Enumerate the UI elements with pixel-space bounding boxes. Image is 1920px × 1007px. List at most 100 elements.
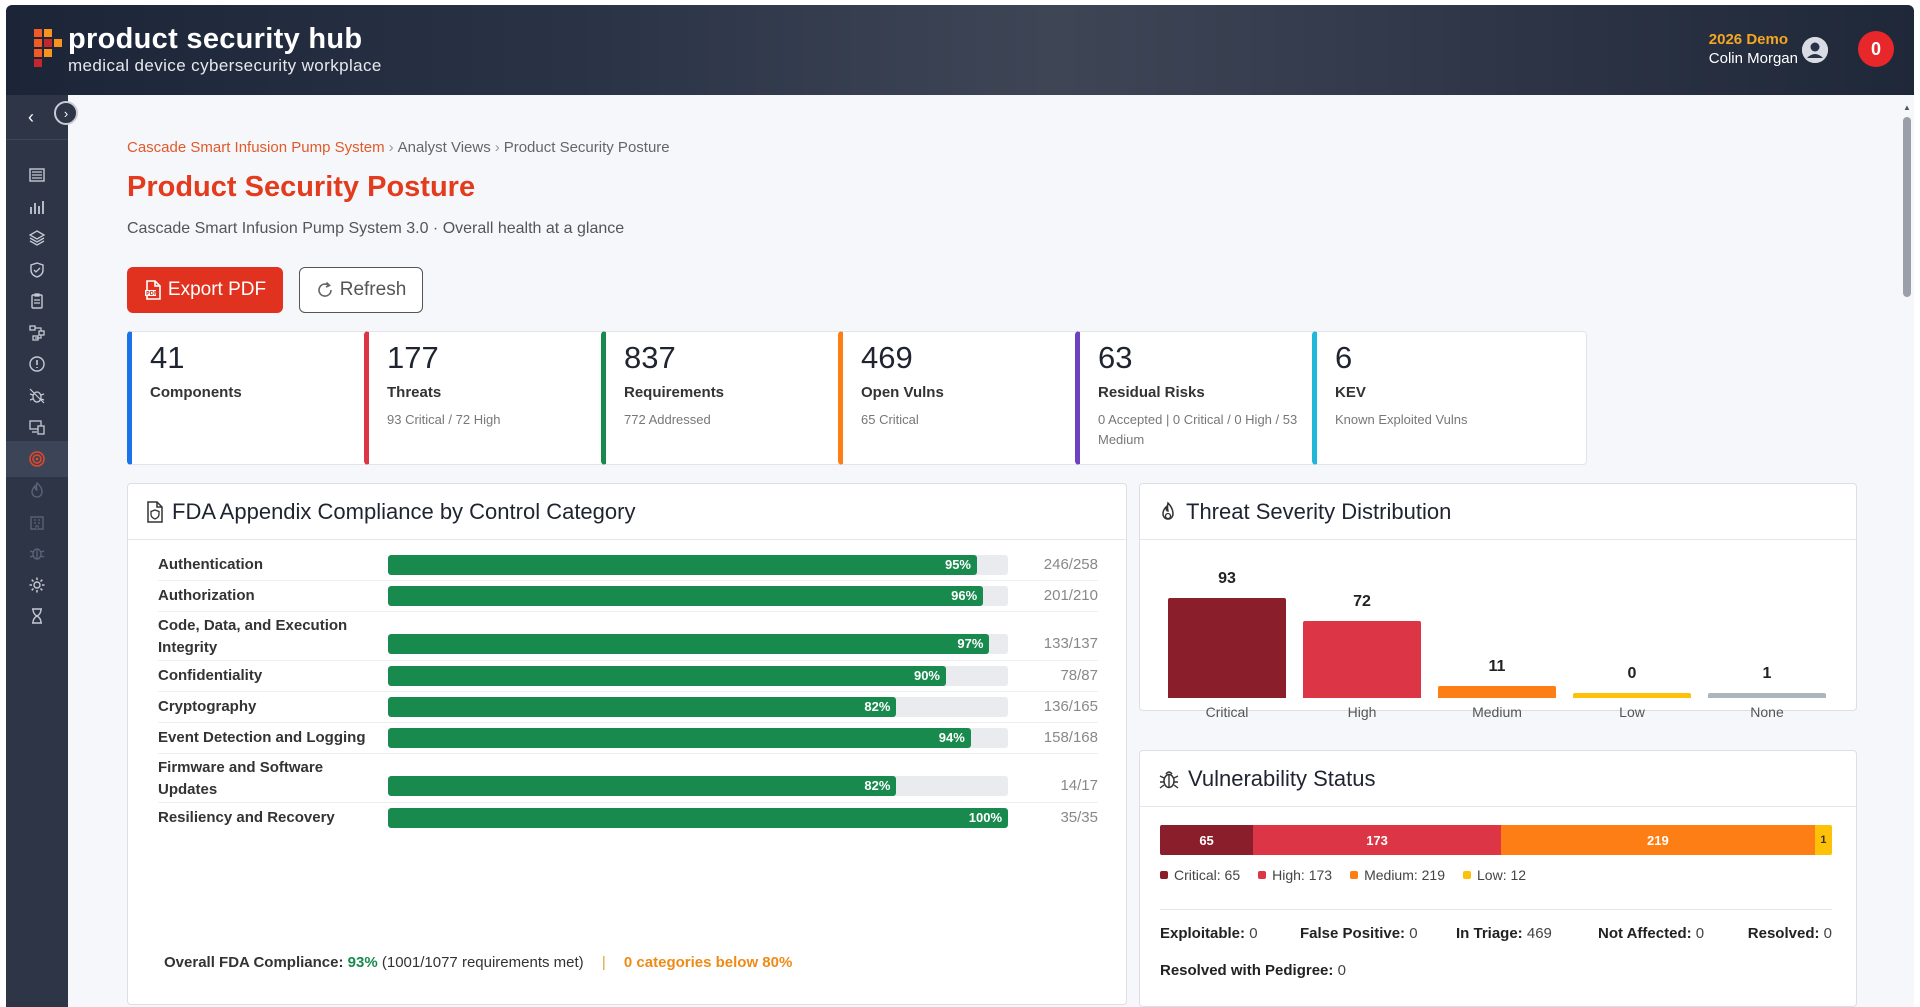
bug-off-icon — [29, 388, 45, 403]
brand-subtitle: medical device cybersecurity workplace — [68, 56, 382, 75]
compliance-summary-percent: 93% — [347, 954, 378, 971]
compliance-progress-fill: 82% — [388, 697, 897, 717]
stat-card-threats[interactable]: 177 Threats 93 Critical / 72 High — [364, 331, 639, 465]
sidebar-item-bar-chart[interactable] — [6, 189, 68, 225]
sidebar-item-bug-off[interactable] — [6, 378, 68, 414]
vuln-segment-high[interactable]: 173 — [1253, 825, 1501, 855]
threat-bar-value: 93 — [1218, 570, 1236, 587]
compliance-summary: Overall FDA Compliance: 93% (1001/1077 r… — [164, 954, 792, 971]
sidebar-item-shield[interactable] — [6, 252, 68, 288]
sidebar-item-building[interactable] — [6, 504, 68, 540]
sidebar-item-hourglass[interactable] — [6, 598, 68, 634]
vuln-stat-resolved: Resolved: 0 — [1748, 925, 1832, 942]
vuln-stat-label: In Triage: — [1456, 925, 1523, 942]
sidebar-item-list[interactable] — [6, 157, 68, 193]
stat-card-open-vulns[interactable]: 469 Open Vulns 65 Critical — [838, 331, 1113, 465]
compliance-below-threshold: 0 categories below 80% — [623, 954, 793, 971]
stat-subtext: 772 Addressed — [624, 412, 711, 427]
stat-subtext: 65 Critical — [861, 412, 919, 427]
sidebar-expand-button[interactable]: › — [54, 101, 78, 125]
user-org: 2026 Demo — [1708, 31, 1788, 48]
compliance-row: Confidentiality 90% 78/87 — [158, 661, 1098, 692]
compliance-ratio: 136/165 — [1043, 698, 1098, 715]
threat-category-label: Low — [1619, 704, 1645, 720]
clipboard-icon — [31, 293, 43, 309]
breadcrumb: Cascade Smart Infusion Pump System › Analy… — [127, 139, 670, 156]
page-title: Product Security Posture — [127, 171, 476, 203]
scroll-thumb[interactable] — [1903, 117, 1911, 297]
stat-value: 63 — [1098, 340, 1133, 375]
legend-label: Critical: 65 — [1174, 867, 1241, 883]
sidebar-item-diagram[interactable] — [6, 315, 68, 351]
breadcrumb-separator: › — [494, 139, 500, 156]
compliance-ratio: 133/137 — [1043, 635, 1098, 652]
sidebar-item-layers[interactable] — [6, 220, 68, 256]
compliance-category-name: Firmware and Software Updates — [158, 759, 324, 798]
vuln-stat-label: Not Affected: — [1598, 925, 1692, 942]
stat-card-kev[interactable]: 6 KEV Known Exploited Vulns — [1312, 331, 1587, 465]
compliance-percent: 96% — [951, 588, 978, 603]
legend-item: High: 173 — [1258, 867, 1332, 883]
compliance-category-name: Resiliency and Recovery — [158, 809, 335, 826]
vuln-stat-in-triage: In Triage: 469 — [1456, 925, 1552, 942]
sidebar-item-alert-circle[interactable] — [6, 346, 68, 382]
stat-label: Open Vulns — [861, 384, 944, 401]
threat-bar-none[interactable] — [1708, 693, 1826, 698]
sidebar-item-target[interactable] — [6, 440, 68, 477]
user-menu[interactable]: 2026 Demo Colin Morgan — [1709, 31, 1798, 67]
notification-badge[interactable]: 0 — [1858, 31, 1894, 67]
user-avatar-icon[interactable] — [1802, 37, 1828, 63]
compliance-progress-track: 82% — [388, 776, 1008, 796]
vulnerability-status-title: Vulnerability Status — [1188, 765, 1376, 791]
vuln-stat-label: Exploitable: — [1160, 925, 1246, 942]
legend-label: Low: 12 — [1477, 867, 1527, 883]
compliance-summary-separator: | — [601, 954, 606, 971]
brand-title: product security hub — [68, 23, 363, 55]
vulnerability-status-header: Vulnerability Status — [1140, 751, 1856, 807]
breadcrumb-analyst-views[interactable]: Analyst Views — [397, 139, 491, 156]
stat-card-residual-risks[interactable]: 63 Residual Risks 0 Accepted | 0 Critical … — [1075, 331, 1350, 465]
refresh-button[interactable]: Refresh — [299, 267, 423, 313]
breadcrumb-product[interactable]: Cascade Smart Infusion Pump System — [127, 139, 385, 156]
compliance-ratio: 78/87 — [1060, 667, 1098, 684]
legend-swatch — [1463, 871, 1472, 879]
compliance-progress-track: 82% — [388, 697, 1008, 717]
main-content: ▲ Cascade Smart Infusion Pump System › Ana… — [68, 95, 1914, 1007]
compliance-progress-track: 96% — [388, 586, 1008, 606]
stat-card-components[interactable]: 41 Components — [127, 331, 402, 465]
compliance-progress-fill: 97% — [388, 634, 990, 654]
page-subtitle: Cascade Smart Infusion Pump System 3.0 ·… — [127, 220, 625, 237]
bar-chart-icon — [30, 200, 44, 214]
threat-bar-critical[interactable] — [1168, 598, 1286, 698]
stat-card-requirements[interactable]: 837 Requirements 772 Addressed — [601, 331, 876, 465]
sidebar-item-clipboard[interactable] — [6, 283, 68, 319]
threat-bar-low[interactable] — [1573, 693, 1691, 698]
scroll-up-icon[interactable]: ▲ — [1903, 103, 1911, 112]
breadcrumb-current: Product Security Posture — [503, 139, 670, 156]
compliance-summary-label: Overall FDA Compliance: — [164, 954, 344, 971]
threat-bar-high[interactable] — [1303, 620, 1421, 698]
sidebar-item-gear[interactable] — [6, 567, 68, 603]
brand-logo-icon[interactable] — [32, 27, 62, 73]
layers-icon — [28, 230, 46, 246]
legend-swatch — [1258, 871, 1267, 879]
vuln-segment-medium[interactable]: 219 — [1501, 825, 1815, 855]
fire-icon — [1162, 501, 1174, 520]
sidebar-item-bug[interactable] — [6, 535, 68, 571]
legend-item: Critical: 65 — [1160, 867, 1240, 883]
user-name: Colin Morgan — [1708, 50, 1798, 67]
sidebar-item-devices[interactable] — [6, 409, 68, 445]
sidebar-item-fire[interactable] — [6, 472, 68, 508]
stat-label: KEV — [1335, 384, 1366, 401]
vuln-segment-low[interactable]: 1 — [1814, 825, 1832, 855]
stat-value: 469 — [861, 340, 913, 375]
threat-bar-value: 1 — [1762, 665, 1772, 682]
sidebar-collapse-button[interactable]: ‹ — [28, 107, 34, 127]
export-pdf-button[interactable]: PDF Export PDF — [127, 267, 283, 313]
vuln-segment-critical[interactable]: 65 — [1160, 825, 1254, 855]
scrollbar[interactable]: ▲ — [1903, 103, 1911, 1003]
vuln-stat-value: 0 — [1337, 962, 1346, 979]
threat-bar-medium[interactable] — [1438, 686, 1556, 698]
compliance-progress-fill: 100% — [388, 808, 1008, 828]
compliance-progress-fill: 95% — [388, 555, 977, 575]
